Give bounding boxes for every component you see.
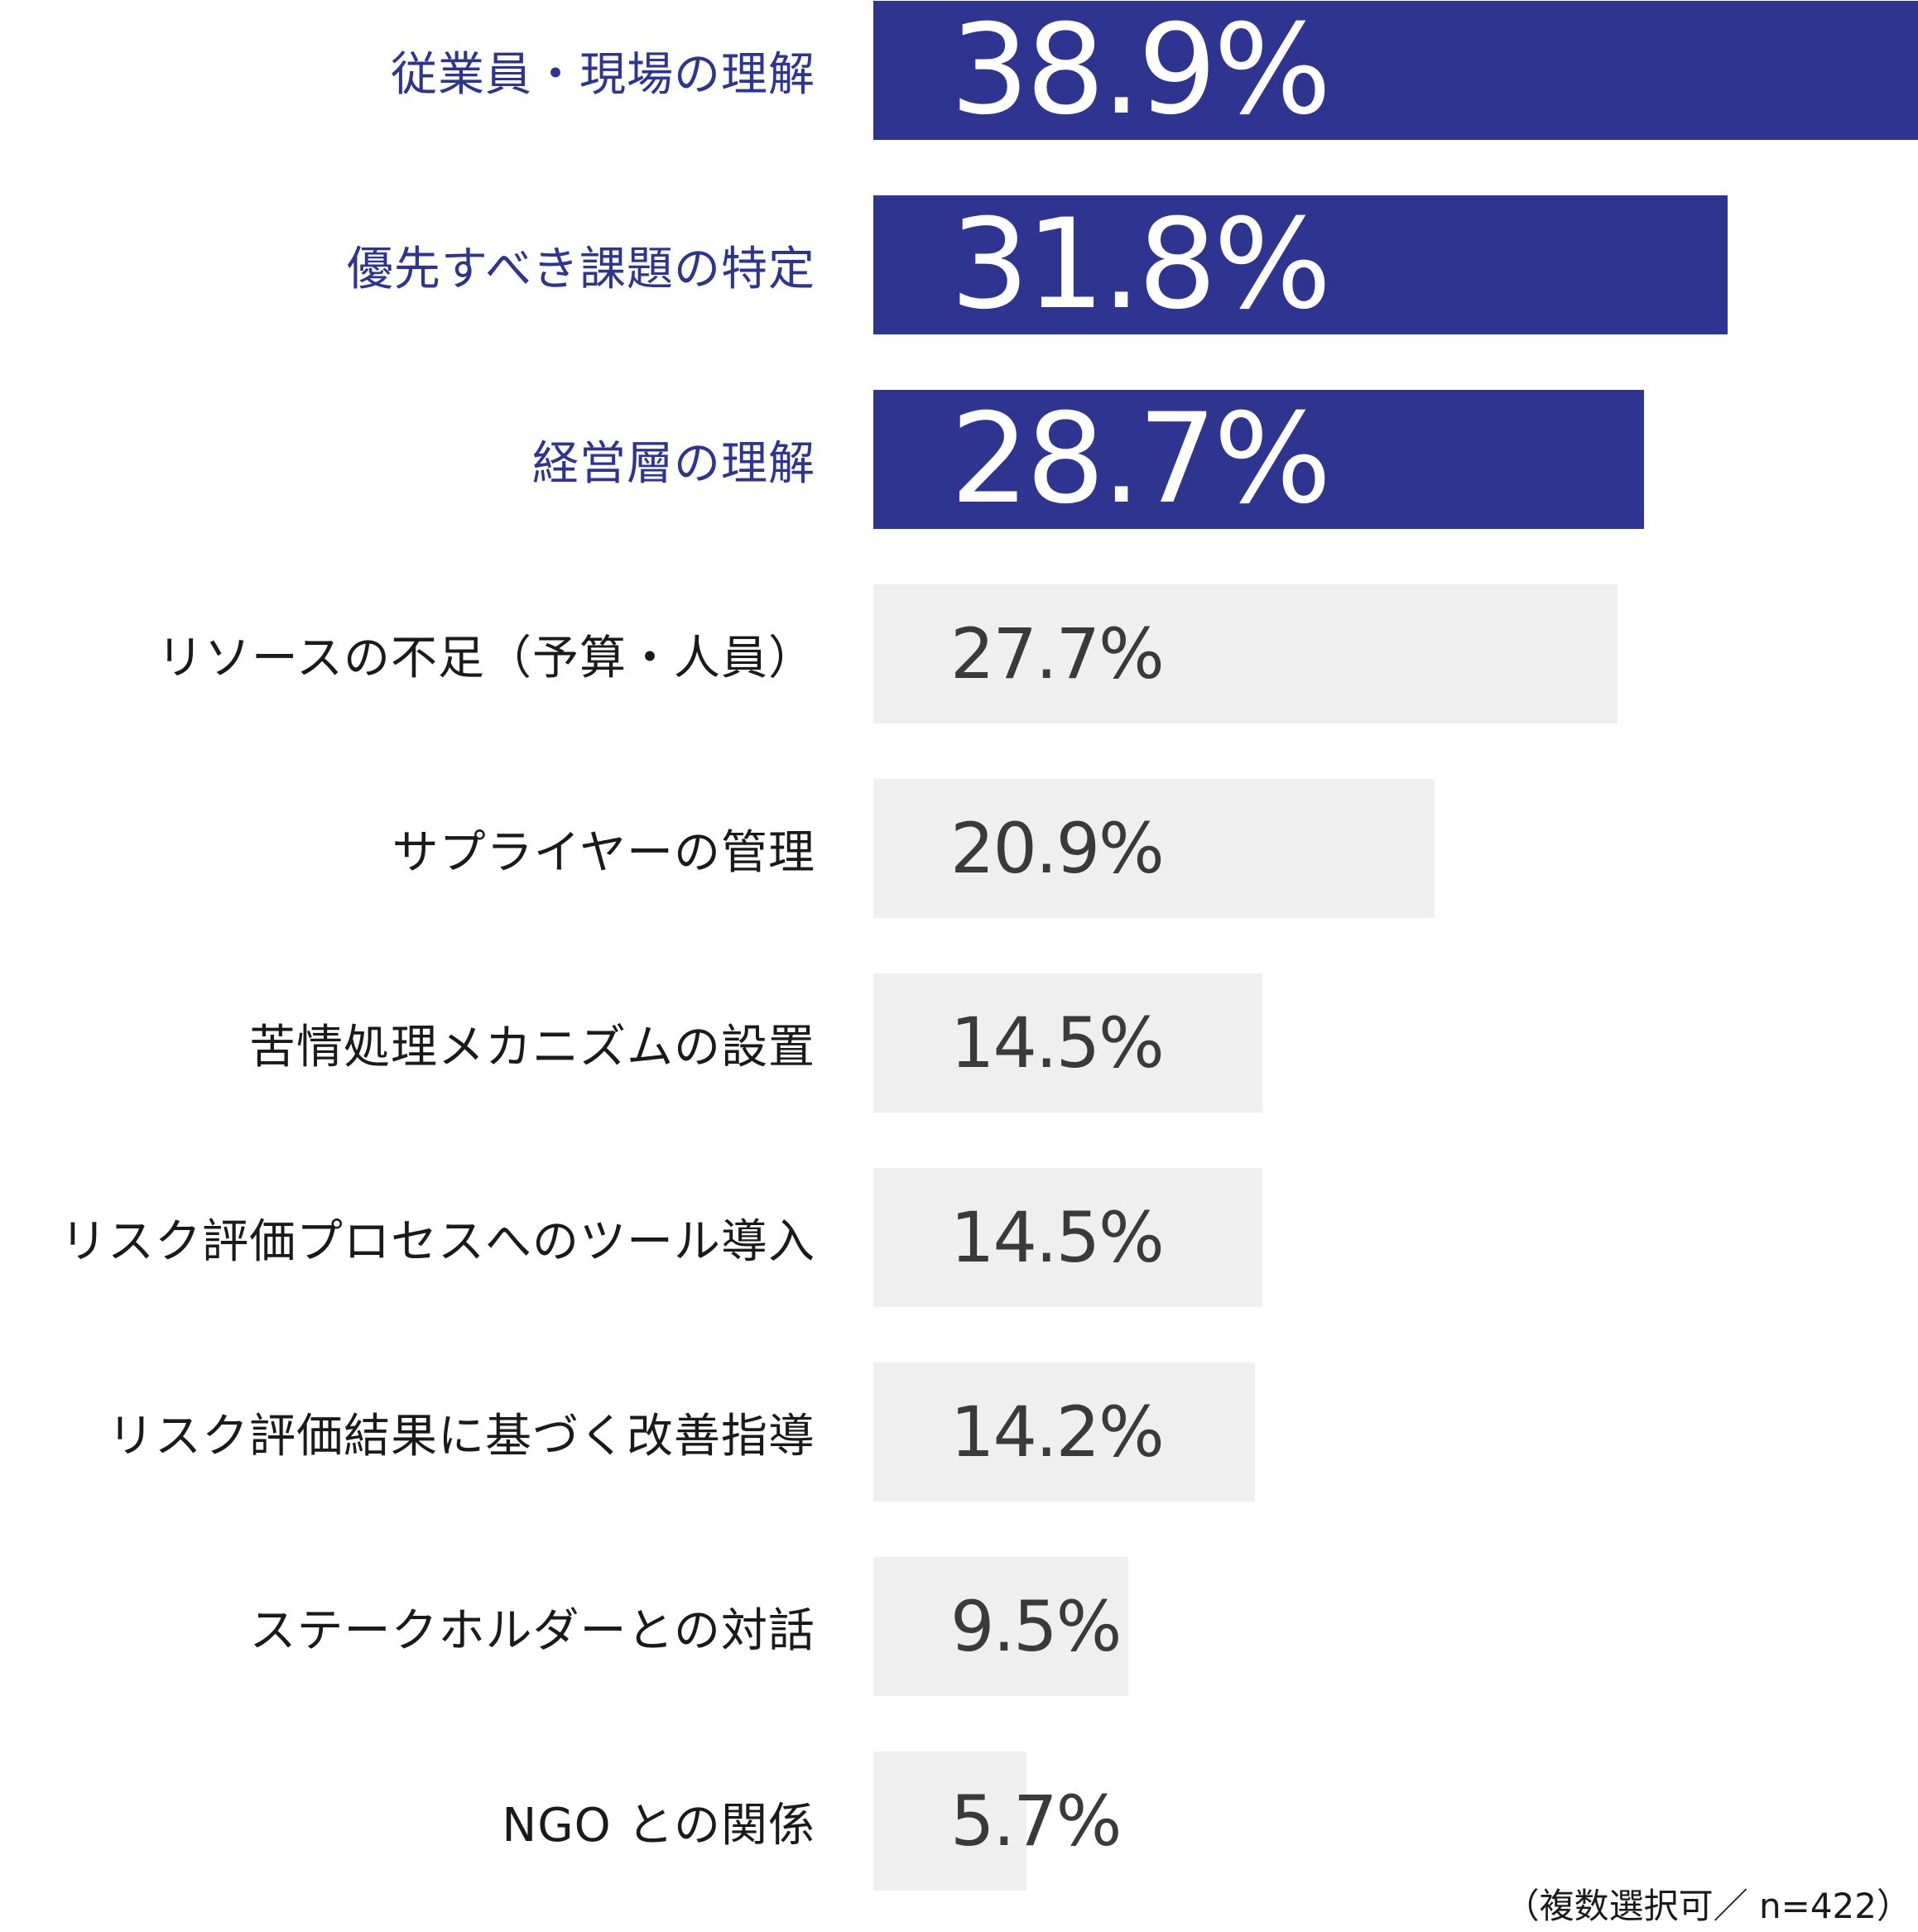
category-label: 従業員・現場の理解 <box>391 47 815 102</box>
bar-row: NGO との関係 5.7% <box>0 1752 1918 1891</box>
bar-row: リスク評価結果に基づく改善指導 14.2% <box>0 1362 1918 1502</box>
category-label: リスク評価結果に基づく改善指導 <box>108 1409 815 1463</box>
bar-value-label: 14.5% <box>950 1197 1165 1278</box>
bar-value-label: 9.5% <box>950 1586 1122 1667</box>
bar-value-label: 27.7% <box>950 613 1165 694</box>
bar <box>873 584 1618 723</box>
bar-value-label: 28.7% <box>950 387 1332 531</box>
category-label: ステークホルダーとの対話 <box>249 1603 815 1658</box>
bar-value-label: 5.7% <box>950 1781 1122 1862</box>
bar <box>873 1 1918 140</box>
bar <box>873 779 1435 918</box>
bar <box>873 973 1262 1113</box>
chart-footnote: （複数選択可／ n=422） <box>1504 1886 1911 1926</box>
category-label: 苦情処理メカニズムの設置 <box>249 1020 815 1074</box>
bar-row: サプライヤーの管理 20.9% <box>0 779 1918 918</box>
bar-value-label: 38.9% <box>950 0 1332 142</box>
bar <box>873 1362 1255 1502</box>
bar-value-label: 14.2% <box>950 1391 1165 1473</box>
bar-row: 従業員・現場の理解 38.9% <box>0 0 1918 142</box>
bar <box>873 1168 1262 1307</box>
bar <box>873 390 1644 529</box>
bar-row: 苦情処理メカニズムの設置 14.5% <box>0 973 1918 1113</box>
bar-value-label: 20.9% <box>950 808 1165 889</box>
bar-row: リスク評価プロセスへのツール導入 14.5% <box>0 1168 1918 1307</box>
bar-row: ステークホルダーとの対話 9.5% <box>0 1557 1918 1696</box>
category-label: NGO との関係 <box>502 1798 815 1853</box>
bar <box>873 1557 1128 1696</box>
category-label: リソースの不足（予算・人員） <box>156 631 815 685</box>
category-label: サプライヤーの管理 <box>392 825 815 880</box>
category-label: 優先すべき課題の特定 <box>346 242 815 296</box>
category-label: 経営層の理解 <box>532 436 815 491</box>
bar-row: 優先すべき課題の特定 31.8% <box>0 193 1918 337</box>
bar <box>873 1752 1026 1891</box>
bar-row: 経営層の理解 28.7% <box>0 387 1918 531</box>
bar-value-label: 14.5% <box>950 1002 1165 1084</box>
bar-value-label: 31.8% <box>950 193 1332 337</box>
category-label: リスク評価プロセスへのツール導入 <box>60 1214 815 1269</box>
bar <box>873 195 1728 334</box>
bar-row: リソースの不足（予算・人員） 27.7% <box>0 584 1918 723</box>
